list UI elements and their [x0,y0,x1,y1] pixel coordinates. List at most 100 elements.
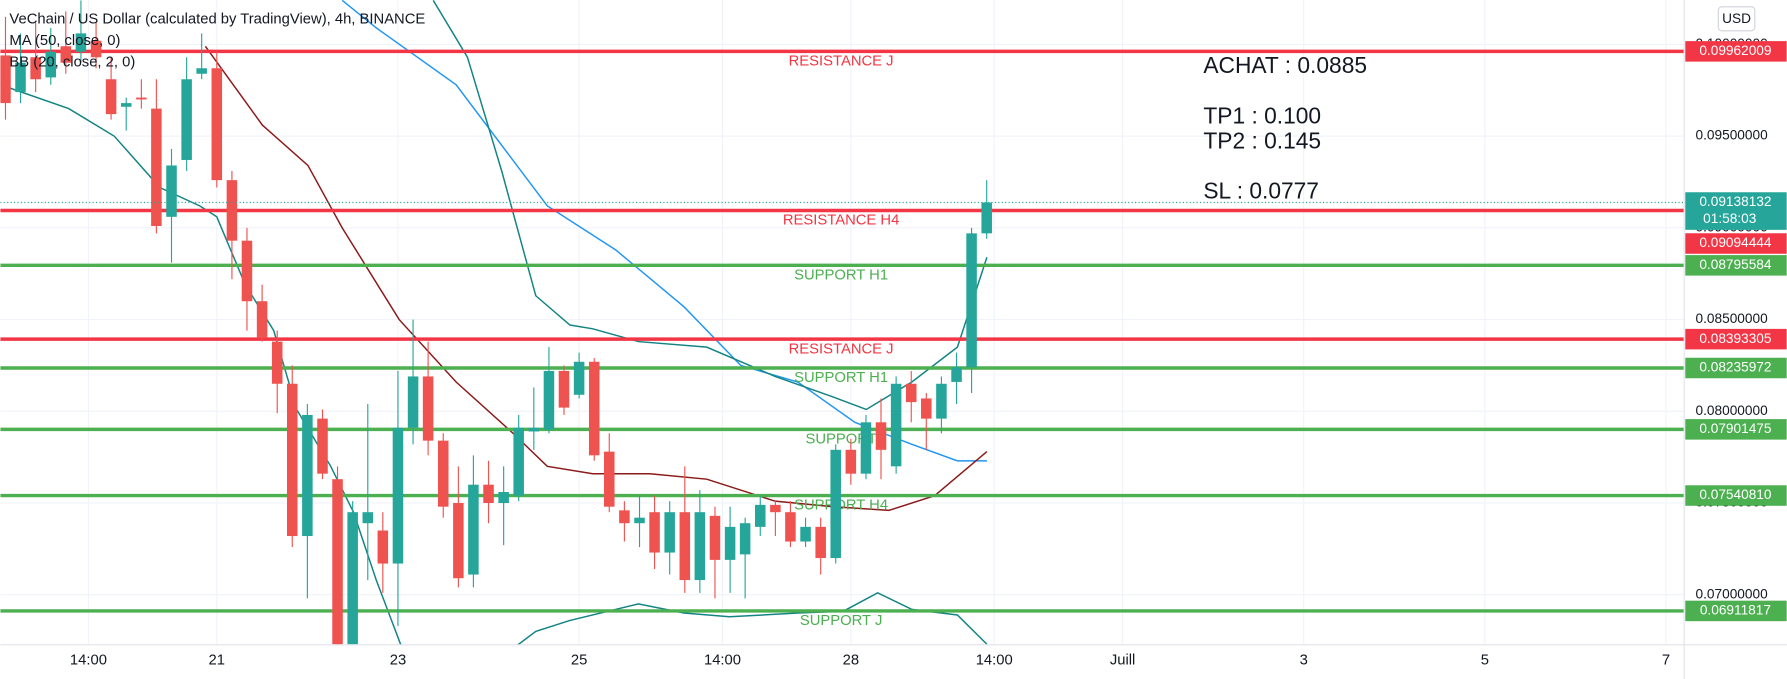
candle-body [770,504,781,513]
candle-body [166,165,177,217]
indicator-line [341,0,987,462]
candle-body [181,79,192,160]
candle-body [483,484,494,504]
candle-body [754,504,766,527]
level-price-box [1685,485,1787,506]
x-tick-label: 3 [1300,653,1308,669]
candle-body [785,512,796,542]
currency-button[interactable] [1717,6,1756,32]
candle-body [679,512,691,581]
candle-body [45,51,57,78]
level-price-label: 0.07901475 [1699,421,1772,436]
candle-body [407,376,419,428]
level-price-label: 0.07540810 [1699,487,1772,502]
candle-body [739,523,751,555]
candle-body [543,370,555,430]
candle-body [936,383,947,419]
candle-body [151,108,162,227]
candle-body [468,484,479,575]
last-price-label: 0.09138132 [1699,194,1771,209]
level-name: RESISTANCE J [789,54,894,70]
indicator-legend: MA (50, close, 0) [9,33,120,49]
candle-body [362,512,374,524]
x-tick-label: 5 [1481,653,1489,669]
x-tick-label: 21 [209,653,225,669]
level-price-label: 0.08795584 [1699,257,1772,272]
level-price-box [1685,328,1787,350]
candle-body [241,240,253,302]
level-name: SUPPORT H1 [794,268,888,284]
candle-body [981,202,992,234]
candle-body [709,515,721,560]
candle-body [422,376,434,441]
level-name: SUPPORT H4 [794,498,888,514]
plot-area: RESISTANCE J RESISTANCE H4 SUPPORT H1 RESIS… [0,0,1685,645]
y-tick-label: 0.07000000 [1696,586,1769,601]
candle-body [905,383,917,403]
y-tick-label: 0.08000000 [1696,403,1769,418]
level-price-box [1685,255,1787,276]
candle-body [105,79,117,115]
candle-body [513,427,524,496]
candle-body [60,46,72,63]
candle-body [271,341,283,384]
level-price-label: 0.09094444 [1699,235,1772,250]
candle-body [800,526,811,542]
countdown-label: 01:58:03 [1703,211,1756,226]
candle-body [694,512,706,581]
candle-body [0,55,11,104]
candle-body [966,233,977,368]
x-tick-label: Juill [1110,653,1136,669]
x-tick-label: 14:00 [976,653,1013,669]
candle-body [347,512,358,645]
axes: 0.070000000.075000000.080000000.08500000… [70,36,1787,669]
level-price-box [1685,41,1787,62]
indicator-line [432,0,988,411]
candle-body [890,383,902,467]
annotation: TP1 : 0.100 [1203,102,1321,128]
level-price-label: 0.09962009 [1699,43,1771,58]
level-price-box [1685,600,1787,622]
candle-body [951,367,962,382]
candle-body [528,427,540,432]
x-tick-label: 28 [843,653,859,669]
candle-body [875,422,887,450]
level-price-box [1685,357,1787,379]
candle-body [332,479,343,645]
level-price-label: 0.06911817 [1700,603,1771,618]
candle-body [453,503,464,579]
annotation: TP2 : 0.145 [1203,127,1321,153]
candle-body [604,451,615,507]
candle-body [392,427,404,564]
candle-body [15,62,26,93]
y-tick-label: 0.09500000 [1696,128,1769,143]
level-name: SUPPORT J [800,613,883,629]
indicator-legend: BB (20, close, 2, 0) [9,55,135,71]
candle-body [634,517,645,524]
level-name: SUPPORT H1 [794,370,888,386]
chart-title: VeChain / US Dollar (calculated by Tradi… [9,11,425,27]
candle-body [558,370,570,408]
level-name: SUPPORT [805,432,876,448]
currency-label[interactable]: USD [1722,11,1751,26]
x-tick-label: 23 [390,653,406,669]
candle-body [120,103,132,107]
annotation: SL : 0.0777 [1203,178,1319,204]
candle-body [664,512,675,553]
candle-body [830,449,841,559]
level-price-box [1685,233,1787,254]
x-tick-label: 14:00 [70,653,107,669]
x-tick-label: 14:00 [704,653,741,669]
candle-body [211,68,223,181]
level-price-label: 0.08235972 [1699,360,1771,375]
level-name: RESISTANCE H4 [783,213,899,229]
candle-body [649,512,660,553]
annotation: ACHAT : 0.0885 [1203,52,1367,78]
candle-body [317,418,328,474]
candle-body [437,440,449,507]
candle-body [573,361,585,395]
level-price-box [1685,419,1787,440]
